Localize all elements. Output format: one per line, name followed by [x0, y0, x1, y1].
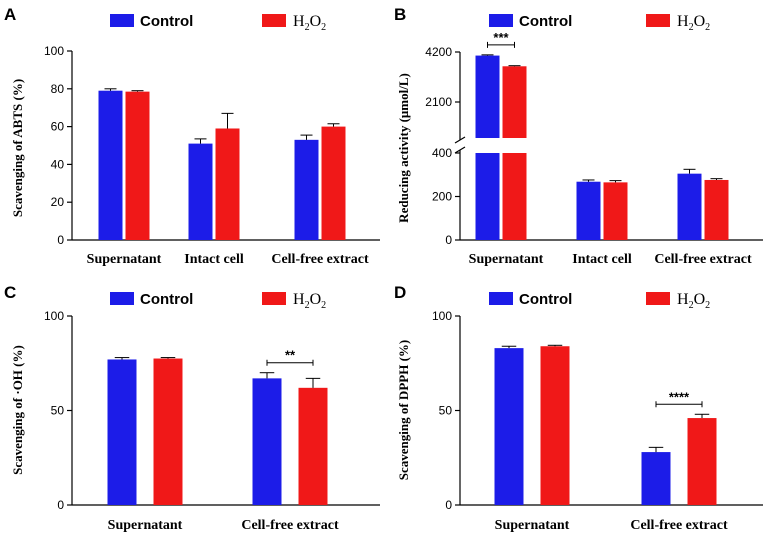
- bar: [704, 179, 729, 240]
- axis-break-mark: [454, 146, 466, 154]
- y-tick-label: 0: [445, 498, 452, 512]
- y-axis-title-a: Scavenging of ABTS (%): [10, 79, 25, 217]
- category-label: Cell-free extract: [241, 518, 339, 533]
- bar: [252, 378, 282, 505]
- significance-label: ****: [669, 389, 690, 404]
- y-tick-label: 400: [432, 146, 452, 160]
- legend-swatch-control: [489, 14, 513, 27]
- legend-label-h2o2: H2O2: [677, 291, 710, 311]
- legend-swatch-control: [489, 292, 513, 305]
- y-tick-label: 50: [51, 404, 65, 418]
- bar: [475, 153, 500, 240]
- panel-label-c: C: [4, 283, 16, 302]
- legend-swatch-h2o2: [262, 14, 286, 27]
- bar: [576, 181, 601, 240]
- category-label: Supernatant: [469, 252, 544, 267]
- bar: [502, 153, 527, 240]
- bar: [321, 126, 346, 240]
- legend-label-h2o2: H2O2: [293, 13, 326, 33]
- bar: [677, 173, 702, 240]
- category-label: Cell-free extract: [654, 252, 752, 267]
- y-tick-label: 80: [51, 82, 65, 96]
- bar: [298, 387, 328, 505]
- bar: [188, 143, 213, 240]
- y-axis-title-b: Reducing activity (μmol/L): [396, 73, 411, 223]
- legend-label-control: Control: [140, 291, 193, 308]
- y-axis-title-d: Scavenging of DPPH (%): [396, 340, 411, 480]
- legend-label-control: Control: [519, 13, 572, 30]
- bar: [540, 346, 570, 505]
- bar: [502, 66, 527, 138]
- bar: [475, 55, 500, 139]
- panel-b: B Control H2O2 Reducing activity (μmol/L…: [394, 5, 763, 267]
- legend-label-h2o2: H2O2: [293, 291, 326, 311]
- y-tick-label: 20: [51, 195, 65, 209]
- axis-break-mark: [454, 136, 466, 144]
- legend-swatch-control: [110, 292, 134, 305]
- legend-label-h2o2: H2O2: [677, 13, 710, 33]
- bar: [294, 139, 319, 240]
- y-tick-label: 4200: [425, 45, 452, 59]
- panel-c: C Control H2O2 Scavenging of ·OH (%) 0 50…: [4, 283, 380, 533]
- y-tick-label: 0: [445, 233, 452, 247]
- category-label: Intact cell: [572, 252, 632, 267]
- legend-label-control: Control: [519, 291, 572, 308]
- panel-d: D Control H2O2 Scavenging of DPPH (%) 0 5…: [394, 283, 763, 533]
- bar: [153, 358, 183, 505]
- panel-label-d: D: [394, 283, 406, 302]
- y-tick-label: 100: [432, 309, 452, 323]
- bar: [125, 91, 150, 240]
- bar: [641, 452, 671, 505]
- bar: [107, 359, 137, 505]
- category-label: Supernatant: [108, 518, 183, 533]
- y-tick-label: 50: [439, 404, 453, 418]
- y-tick-label: 60: [51, 120, 65, 134]
- legend-swatch-h2o2: [646, 14, 670, 27]
- bar: [215, 128, 240, 240]
- y-axis-title-c: Scavenging of ·OH (%): [10, 345, 25, 475]
- bar: [98, 90, 123, 240]
- significance-label: **: [285, 348, 296, 363]
- y-tick-label: 40: [51, 157, 65, 171]
- significance-label: ***: [493, 30, 509, 45]
- category-label: Intact cell: [184, 252, 244, 267]
- category-label: Cell-free extract: [630, 518, 728, 533]
- y-tick-label: 0: [57, 498, 64, 512]
- legend-label-control: Control: [140, 13, 193, 30]
- y-tick-label: 100: [44, 309, 64, 323]
- panel-label-b: B: [394, 5, 406, 24]
- bar: [494, 348, 524, 505]
- y-tick-label: 200: [432, 190, 452, 204]
- legend-swatch-control: [110, 14, 134, 27]
- legend-swatch-h2o2: [646, 292, 670, 305]
- category-label: Cell-free extract: [271, 252, 369, 267]
- bar: [687, 418, 717, 505]
- y-tick-label: 0: [57, 233, 64, 247]
- panel-label-a: A: [4, 5, 16, 24]
- y-tick-label: 2100: [425, 95, 452, 109]
- y-tick-label: 100: [44, 44, 64, 58]
- panel-a: A Control H2O2 Scavenging of ABTS (%) 0 2…: [4, 5, 380, 267]
- legend-swatch-h2o2: [262, 292, 286, 305]
- category-label: Supernatant: [87, 252, 162, 267]
- bar: [603, 182, 628, 240]
- category-label: Supernatant: [495, 518, 570, 533]
